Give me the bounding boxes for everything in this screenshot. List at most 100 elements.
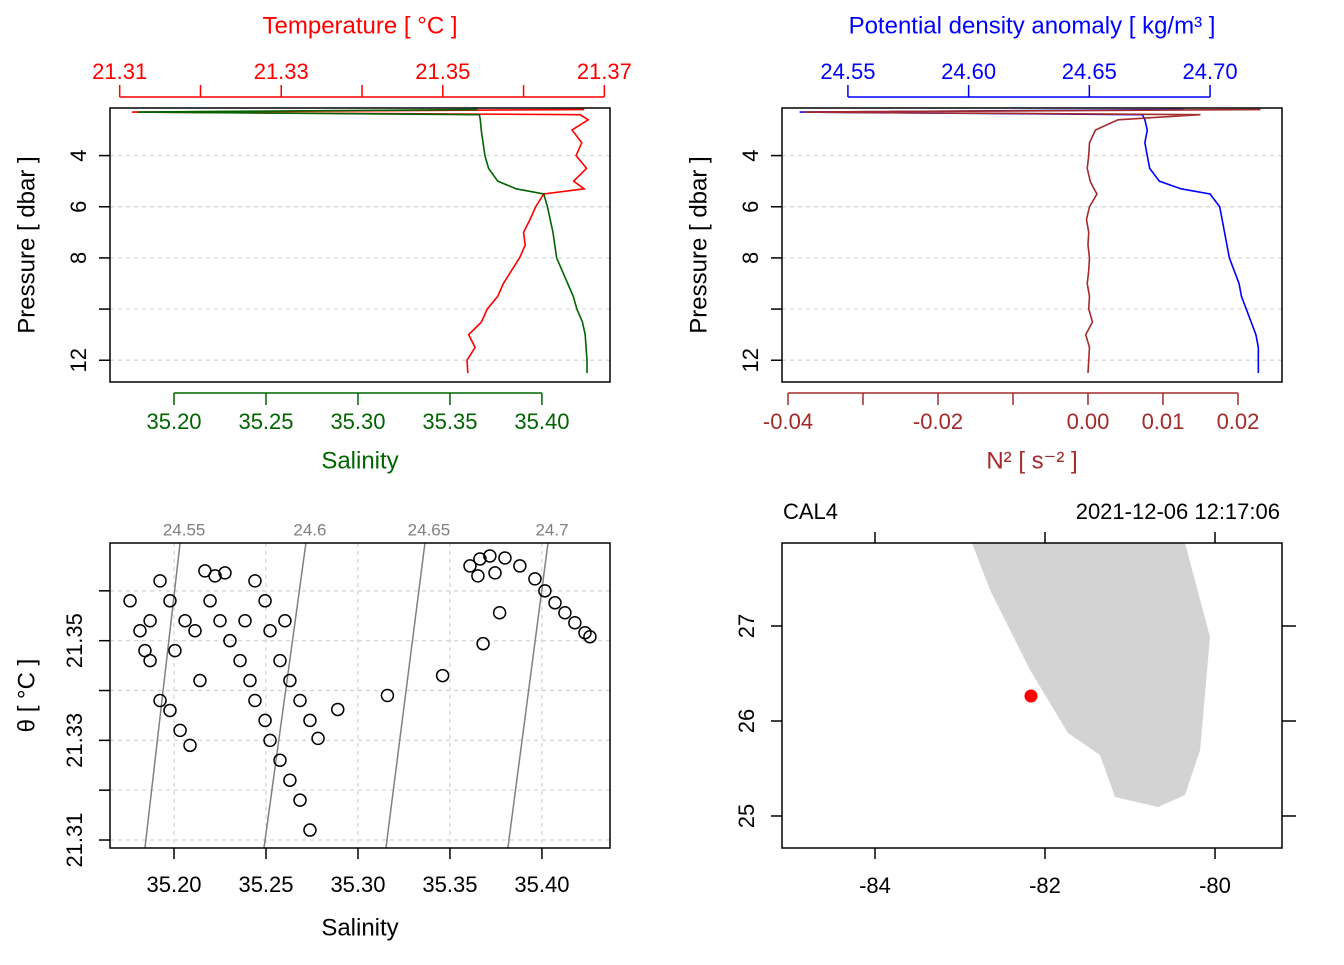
isopycnal [263, 542, 307, 849]
x-tick-label: -80 [1199, 873, 1231, 898]
station-name: CAL4 [783, 499, 838, 524]
y-tick-label: 26 [734, 709, 759, 733]
x-tick-label: 35.40 [514, 409, 569, 434]
ts-point [283, 773, 297, 787]
y-tick-label: 21.33 [62, 713, 87, 768]
x-tick-label: 35.40 [514, 872, 569, 897]
x-tick-label: 35.20 [146, 409, 201, 434]
x-tick-label: 24.60 [941, 59, 996, 84]
ts-point [163, 594, 177, 608]
ts-point [263, 623, 277, 638]
ts-point [168, 643, 182, 658]
x-tick-label: 35.35 [422, 409, 477, 434]
ts-point [483, 549, 497, 563]
ts-point [143, 613, 157, 628]
x-axis-label: Salinity [321, 447, 398, 474]
x-tick-label: 21.35 [415, 59, 470, 84]
ts-point [203, 594, 217, 608]
ts-point [498, 551, 512, 565]
plot-frame [781, 107, 1283, 383]
x-tick-label: 24.65 [1062, 59, 1117, 84]
ts-point [528, 572, 542, 586]
ts-point [258, 713, 272, 728]
x-tick-label: 21.33 [254, 59, 309, 84]
ts-point [138, 643, 152, 658]
ts-point [293, 793, 307, 807]
ts-point [278, 613, 292, 628]
coastline [972, 543, 1210, 807]
ts-point [223, 633, 237, 648]
station [1024, 689, 1038, 703]
ts-point [548, 596, 562, 610]
ts-point [233, 653, 247, 668]
ts-point [488, 566, 502, 580]
isopycnal-label: 24.55 [163, 520, 206, 539]
ts-point [238, 613, 252, 628]
ts-point [435, 668, 450, 683]
ts-point [153, 574, 167, 588]
ts-point [163, 703, 177, 718]
isopycnal [507, 542, 549, 849]
ts-point [273, 753, 287, 768]
ts-point [463, 559, 477, 573]
profile-line [799, 108, 1260, 374]
x-tick-label: 24.70 [1183, 59, 1238, 84]
x-tick-label: 35.25 [238, 409, 293, 434]
y-tick-label: 21.31 [62, 812, 87, 867]
map-layer [972, 543, 1210, 807]
x-tick-label: 35.20 [146, 872, 201, 897]
ts-point [476, 636, 490, 651]
ts-point [183, 738, 197, 753]
ts-point [153, 693, 167, 708]
y-tick-label: 6 [66, 201, 91, 213]
y-axis-label: θ [ °C ] [13, 659, 40, 733]
ts-point [218, 566, 232, 580]
x-tick-label: 21.31 [92, 59, 147, 84]
y-tick-label: 4 [66, 149, 91, 161]
x-axis-label: Temperature [ °C ] [263, 12, 458, 39]
x-tick-label: 35.25 [238, 872, 293, 897]
ts-point [213, 613, 227, 628]
y-tick-label: 12 [738, 348, 763, 372]
y-tick-label: 12 [66, 348, 91, 372]
x-axis-label: Potential density anomaly [ kg/m³ ] [849, 12, 1216, 39]
x-axis-label: Salinity [321, 914, 398, 941]
ts-point [248, 693, 262, 708]
x-tick-label: 35.30 [330, 409, 385, 434]
y-tick-label: 8 [738, 252, 763, 264]
ts-point [208, 569, 222, 583]
isopycnal-label: 24.6 [293, 520, 326, 539]
x-tick-label: -0.04 [763, 409, 813, 434]
ts-point [248, 574, 262, 588]
ts-point [538, 584, 552, 598]
plot-frame [781, 542, 1283, 849]
profile-line [131, 108, 590, 374]
x-tick-label: 21.37 [577, 59, 632, 84]
ts-point [258, 594, 272, 608]
isopycnal [385, 542, 426, 849]
x-tick-label: -82 [1029, 873, 1061, 898]
y-axis-label: Pressure [ dbar ] [685, 156, 712, 333]
isopycnal-label: 24.7 [535, 520, 568, 539]
ts-point [558, 606, 572, 620]
ts-point [133, 623, 147, 638]
ts-point [473, 552, 487, 566]
ts-point [123, 594, 137, 608]
x-tick-label: -84 [859, 873, 891, 898]
ts-point [173, 723, 187, 738]
x-tick-label: 0.02 [1217, 409, 1260, 434]
ts-point [193, 673, 207, 688]
x-tick-label: -0.02 [913, 409, 963, 434]
y-tick-label: 21.35 [62, 613, 87, 668]
y-axis-label: Pressure [ dbar ] [13, 156, 40, 333]
y-tick-label: 27 [734, 614, 759, 638]
ts-point [513, 559, 527, 573]
x-tick-label: 24.55 [820, 59, 875, 84]
y-tick-label: 6 [738, 201, 763, 213]
ts-point [583, 629, 597, 644]
y-tick-label: 8 [66, 252, 91, 264]
plot-frame [109, 107, 611, 383]
x-tick-label: 0.01 [1142, 409, 1185, 434]
ts-point [303, 713, 317, 728]
